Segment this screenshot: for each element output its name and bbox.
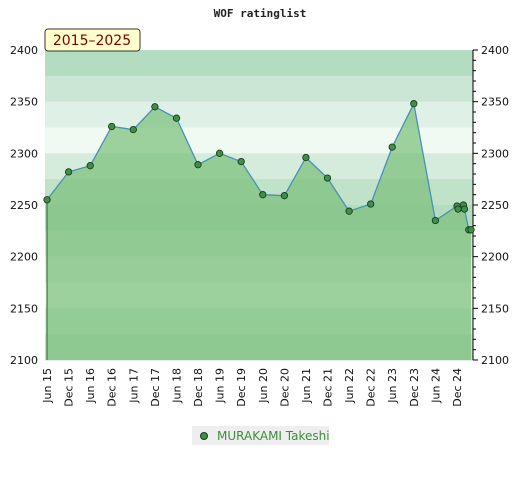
rating-area xyxy=(47,103,471,360)
data-point xyxy=(410,100,418,108)
x-tick-label: Jun 19 xyxy=(214,368,227,404)
data-point xyxy=(215,149,224,157)
data-point xyxy=(302,153,310,162)
x-tick-label: Jun 22 xyxy=(343,368,356,404)
data-point xyxy=(129,125,137,134)
x-tick-label: Jun 17 xyxy=(127,368,140,404)
x-tick-label: Jun 15 xyxy=(41,368,54,404)
x-tick-label: Dec 23 xyxy=(408,368,421,407)
data-point xyxy=(367,200,375,208)
x-tick-label: Jun 18 xyxy=(171,368,184,404)
y-tick-label-left: 2350 xyxy=(10,96,38,109)
y-tick-label-right: 2350 xyxy=(481,96,509,109)
data-point xyxy=(43,196,51,204)
data-point xyxy=(323,174,332,182)
data-point xyxy=(194,161,202,169)
data-point xyxy=(460,205,469,213)
axes: 2100 2100 2150 2150 2200 2200 2250 2250 2300 2300… xyxy=(10,44,509,407)
x-tick-label: Dec 20 xyxy=(278,368,291,407)
x-tick-label: Dec 16 xyxy=(106,368,119,407)
x-tick-label: Dec 22 xyxy=(365,368,378,407)
legend-box xyxy=(192,426,329,445)
data-point xyxy=(64,168,73,176)
y-tick-label-right: 2300 xyxy=(481,147,509,160)
data-point xyxy=(259,191,267,199)
x-tick-label: Jun 24 xyxy=(429,368,442,404)
legend-marker xyxy=(200,432,208,440)
y-tick-label-right: 2400 xyxy=(481,44,509,57)
data-point xyxy=(280,192,289,200)
data-point xyxy=(237,157,245,166)
markers xyxy=(43,100,475,234)
x-tick-label: Jun 16 xyxy=(84,368,97,404)
chart-title: WOF ratinglist xyxy=(214,7,307,20)
y-tick-label-left: 2200 xyxy=(10,251,38,264)
x-tick-label: Dec 19 xyxy=(235,368,248,407)
data-point xyxy=(467,226,475,234)
legend-label: MURAKAMI Takeshi xyxy=(217,429,330,443)
data-point xyxy=(151,103,159,111)
x-tick-label: Dec 17 xyxy=(149,368,162,407)
y-tick-label-left: 2250 xyxy=(10,199,38,212)
x-tick-label: Jun 21 xyxy=(300,368,313,404)
x-tick-label: Dec 15 xyxy=(63,368,76,407)
data-point xyxy=(388,143,396,151)
data-point xyxy=(86,162,94,170)
x-tick-label: Dec 24 xyxy=(451,368,464,407)
y-tick-label-right: 2200 xyxy=(481,251,509,264)
legend: MURAKAMI Takeshi xyxy=(192,426,330,445)
y-tick-label-left: 2100 xyxy=(10,354,38,367)
data-point xyxy=(431,216,440,225)
data-point xyxy=(108,122,116,131)
data-point xyxy=(345,207,353,215)
x-tick-label: Dec 21 xyxy=(322,368,335,407)
x-tick-label: Jun 23 xyxy=(386,368,399,404)
background-band xyxy=(45,101,473,128)
data-point xyxy=(172,114,181,122)
background-band xyxy=(45,50,473,77)
period-badge: 2015–2025 xyxy=(44,28,141,52)
period-badge-label: 2015–2025 xyxy=(53,33,131,49)
x-tick-label: Dec 18 xyxy=(192,368,205,407)
x-tick-label: Jun 20 xyxy=(257,368,270,404)
y-tick-label-left: 2300 xyxy=(10,147,38,160)
background-band xyxy=(45,75,473,103)
y-tick-label-right: 2100 xyxy=(481,354,509,367)
y-tick-label-right: 2250 xyxy=(481,199,509,212)
y-tick-label-left: 2150 xyxy=(10,302,38,315)
period-badge-box xyxy=(44,28,141,52)
y-tick-label-left: 2400 xyxy=(10,44,38,57)
y-tick-label-right: 2150 xyxy=(481,302,509,315)
